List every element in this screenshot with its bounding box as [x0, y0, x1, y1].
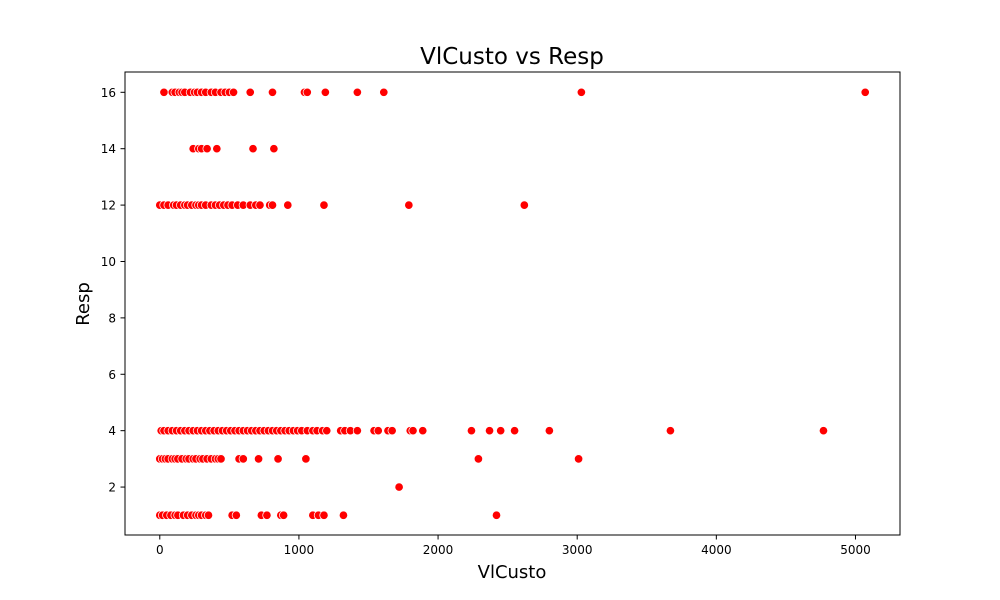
data-point	[267, 200, 278, 210]
data-point	[245, 87, 255, 97]
data-point	[267, 87, 278, 97]
data-point	[818, 426, 829, 436]
data-point	[248, 144, 258, 154]
data-point	[255, 200, 265, 210]
x-axis-label: VlCusto	[478, 562, 547, 583]
data-point	[408, 426, 418, 436]
data-point	[574, 454, 584, 464]
data-point	[254, 454, 264, 464]
x-tick-label: 4000	[701, 543, 732, 557]
y-tick-label: 14	[101, 142, 116, 156]
data-point	[283, 200, 293, 210]
data-point	[394, 482, 404, 492]
x-axis-ticks: 0 1000 2000 3000 4000 5000	[156, 535, 871, 557]
y-tick-label: 10	[101, 255, 116, 269]
data-point	[665, 426, 675, 436]
data-point	[519, 200, 529, 210]
data-point	[544, 426, 554, 436]
data-point	[576, 87, 586, 97]
data-point	[338, 510, 348, 520]
data-point	[302, 87, 312, 97]
data-point	[860, 87, 870, 97]
data-point	[387, 426, 397, 436]
data-point	[418, 426, 428, 436]
x-tick-label: 5000	[840, 543, 871, 557]
scatter-points	[155, 87, 870, 520]
x-tick-label: 1000	[284, 543, 315, 557]
x-tick-label: 0	[156, 543, 164, 557]
data-point	[231, 510, 241, 520]
data-point	[322, 426, 332, 436]
data-point	[269, 144, 279, 154]
y-tick-label: 16	[101, 86, 116, 100]
data-point	[238, 454, 248, 464]
data-point	[491, 510, 502, 520]
data-point	[373, 426, 383, 436]
y-tick-label: 4	[108, 424, 116, 438]
data-point	[216, 454, 226, 464]
data-point	[320, 87, 330, 97]
data-point	[510, 426, 520, 436]
data-point	[203, 510, 214, 520]
data-point	[473, 454, 483, 464]
y-axis-ticks: 2 4 6 8 10 12 14 16	[101, 86, 125, 495]
data-point	[262, 510, 272, 520]
y-axis-label: Resp	[73, 282, 94, 326]
y-tick-label: 12	[101, 199, 116, 213]
y-tick-label: 6	[108, 368, 116, 382]
plot-frame	[124, 71, 901, 536]
data-point	[352, 426, 362, 436]
data-point	[212, 144, 222, 154]
data-point	[202, 144, 212, 154]
x-tick-label: 2000	[423, 543, 454, 557]
data-point	[466, 426, 477, 436]
data-point	[228, 87, 239, 97]
data-point	[319, 510, 329, 520]
chart-title: VlCusto vs Resp	[420, 44, 604, 70]
data-point	[352, 87, 362, 97]
x-tick-label: 3000	[562, 543, 593, 557]
data-point	[319, 200, 329, 210]
y-tick-label: 2	[108, 481, 116, 495]
data-point	[279, 510, 289, 520]
y-tick-label: 8	[108, 311, 116, 325]
data-point	[379, 87, 389, 97]
data-point	[484, 426, 495, 436]
data-point	[404, 200, 414, 210]
data-point	[159, 87, 169, 97]
data-point	[496, 426, 506, 436]
data-point	[273, 454, 283, 464]
data-point	[301, 454, 311, 464]
